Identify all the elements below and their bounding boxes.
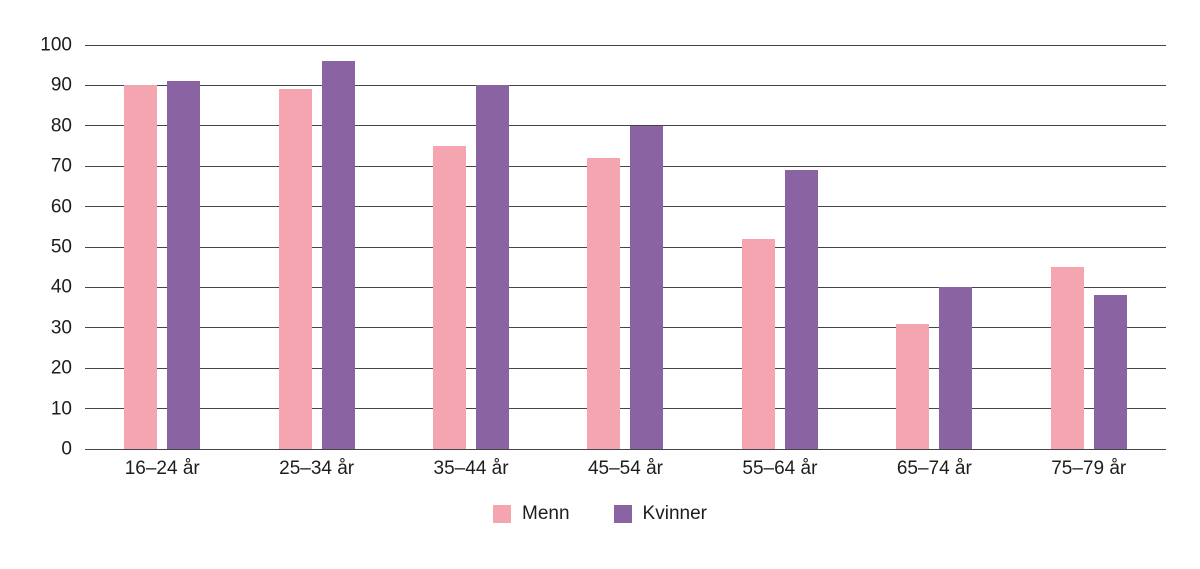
bar-group-4 bbox=[548, 45, 702, 449]
legend-swatch-menn bbox=[493, 504, 512, 523]
y-axis-tick-label: 30 bbox=[50, 317, 72, 339]
x-axis: 16–24 år 25–34 år 35–44 år 45–54 år 55–64 år… bbox=[85, 457, 1166, 481]
bar-group-5 bbox=[703, 45, 857, 449]
bar-group-2 bbox=[239, 45, 393, 449]
y-axis-tick-label: 60 bbox=[50, 196, 72, 218]
y-axis-tick-label: 100 bbox=[40, 34, 72, 56]
y-axis-tick-label: 40 bbox=[50, 276, 72, 298]
bar-menn bbox=[278, 89, 312, 449]
gridline-y50 bbox=[85, 246, 1166, 248]
bar-kvinner bbox=[630, 125, 664, 449]
bar-kvinner bbox=[476, 85, 510, 449]
gridline-y80 bbox=[85, 125, 1166, 127]
gridline-y0 bbox=[85, 448, 1166, 450]
gridline-y90 bbox=[85, 84, 1166, 86]
bar-group-1 bbox=[85, 45, 239, 449]
y-axis-tick-label: 10 bbox=[50, 398, 72, 420]
gridline-y60 bbox=[85, 206, 1166, 208]
y-axis-tick-label: 70 bbox=[50, 155, 72, 177]
x-axis-tick-label: 45–54 år bbox=[587, 458, 663, 479]
bar-kvinner bbox=[1093, 295, 1127, 449]
bar-group-3 bbox=[394, 45, 548, 449]
legend-label: Menn bbox=[522, 503, 570, 524]
x-axis-tick-label: 25–34 år bbox=[279, 458, 355, 479]
x-axis-tick-label: 16–24 år bbox=[124, 458, 200, 479]
bar-menn bbox=[896, 323, 930, 449]
bar-menn bbox=[741, 238, 775, 449]
bar-kvinner bbox=[939, 287, 973, 449]
gridline-y100 bbox=[85, 44, 1166, 46]
bar-group-6 bbox=[857, 45, 1011, 449]
x-axis-tick-label: 75–79 år bbox=[1051, 458, 1127, 479]
x-axis-tick-label: 35–44 år bbox=[433, 458, 509, 479]
bar-kvinner bbox=[321, 61, 355, 449]
gridline-y40 bbox=[85, 286, 1166, 288]
y-axis-tick-label: 90 bbox=[50, 74, 72, 96]
bar-kvinner bbox=[167, 81, 201, 449]
legend-item-menn: Menn bbox=[493, 504, 570, 523]
gridline-y70 bbox=[85, 165, 1166, 167]
y-axis-tick-label: 0 bbox=[61, 438, 72, 460]
bar-menn bbox=[587, 158, 621, 449]
legend-swatch-kvinner bbox=[613, 504, 632, 523]
gridline-y20 bbox=[85, 367, 1166, 369]
bar-menn bbox=[124, 85, 158, 449]
plot-area bbox=[85, 44, 1166, 450]
bars-container bbox=[85, 45, 1166, 449]
legend-item-kvinner: Kvinner bbox=[613, 503, 707, 524]
bar-menn bbox=[433, 146, 467, 449]
y-axis-tick-label: 50 bbox=[50, 236, 72, 258]
bar-kvinner bbox=[784, 170, 818, 449]
gridline-y30 bbox=[85, 327, 1166, 329]
bar-group-7 bbox=[1012, 45, 1166, 449]
legend-label: Kvinner bbox=[642, 503, 707, 524]
bar-menn bbox=[1050, 267, 1084, 449]
gridline-y10 bbox=[85, 408, 1166, 410]
x-axis-tick-label: 65–74 år bbox=[896, 458, 972, 479]
y-axis: 0 10 20 30 40 50 60 70 80 90 100 bbox=[0, 36, 72, 459]
legend: Menn Kvinner bbox=[0, 504, 1200, 523]
x-axis-tick-label: 55–64 år bbox=[742, 458, 818, 479]
y-axis-tick-label: 80 bbox=[50, 115, 72, 137]
y-axis-tick-label: 20 bbox=[50, 357, 72, 379]
